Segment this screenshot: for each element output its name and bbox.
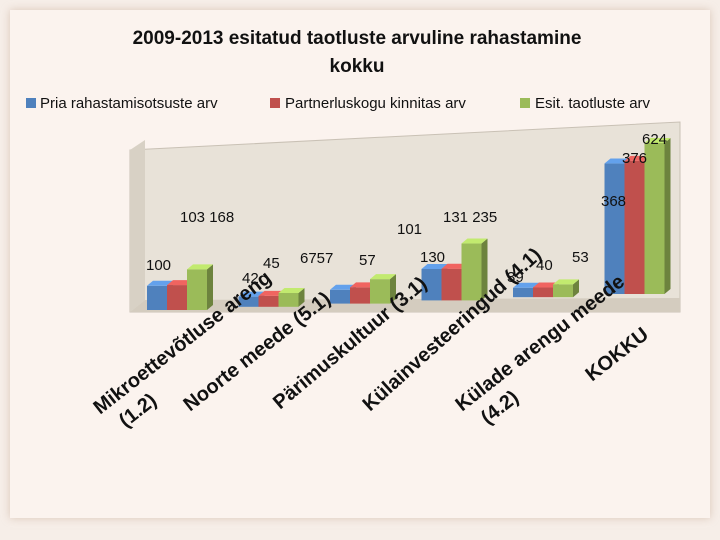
bar-top-1-1	[258, 290, 285, 296]
category-label-kokku: KOKKU	[582, 323, 653, 385]
bar-front-2-2	[370, 279, 390, 304]
bar-front-1-4	[533, 287, 553, 298]
bar-top-0-4	[513, 282, 539, 288]
bar-2-4	[553, 279, 579, 298]
data-labels: 100 103 168 42 45 6757 57 101 131 235 13…	[146, 131, 667, 287]
bar-front-0-1	[238, 296, 259, 307]
data-label-7: 101	[397, 221, 422, 238]
data-label-4: 45	[263, 255, 280, 272]
bar-2-3	[461, 238, 488, 301]
bar-side-2-0	[207, 264, 213, 310]
data-label-11: 40	[536, 257, 553, 274]
data-label-15: 376	[622, 150, 647, 167]
bar-front-1-0	[167, 285, 187, 310]
legend-label-pria: Pria rahastamisotsuste arv	[40, 95, 218, 112]
bar-side-2-4	[573, 279, 579, 298]
legend-label-partnerluskogu: Partnerluskogu kinnitas arv	[285, 95, 466, 112]
bar-top-0-3	[421, 263, 448, 269]
bar-top-2-1	[278, 288, 305, 294]
bar-2-1	[278, 288, 305, 307]
legend-swatch-esitatud	[520, 98, 530, 108]
data-label-9: 130	[420, 249, 445, 266]
data-label-6: 57	[359, 252, 376, 269]
bar-front-2-4	[553, 284, 573, 298]
bar-front-0-4	[513, 287, 533, 298]
chart-title-line-1: 2009-2013 esitatud taotluste arvuline ra…	[133, 28, 582, 49]
data-label-10: 39	[507, 269, 524, 286]
bar-top-1-0	[167, 280, 193, 286]
bar-front-2-5	[644, 142, 665, 294]
data-label-3: 42	[242, 270, 259, 287]
bar-front-0-3	[421, 268, 442, 301]
bar-top-1-2	[350, 282, 376, 288]
bar-front-2-3	[461, 243, 482, 301]
bar-side-2-1	[298, 288, 305, 307]
bar-front-2-0	[187, 269, 207, 310]
bar-top-1-3	[441, 263, 468, 269]
bar-side-2-3	[481, 238, 488, 301]
bar-front-1-3	[441, 268, 462, 301]
bar-top-2-0	[187, 264, 213, 270]
legend-swatch-pria	[26, 98, 36, 108]
bar-top-1-4	[533, 282, 559, 288]
data-label-1: 100	[146, 257, 171, 274]
bar-top-0-5	[604, 158, 631, 164]
bar-front-1-5	[624, 160, 645, 294]
bars-group	[147, 137, 671, 310]
legend-swatch-partnerluskogu	[270, 98, 280, 108]
bar-top-2-4	[553, 279, 579, 285]
bar-2-0	[187, 264, 213, 310]
data-label-5: 6757	[300, 250, 333, 267]
plot-side-wall	[130, 140, 145, 312]
bar-front-2-1	[278, 293, 299, 307]
chart-title-line-2: kokku	[330, 56, 385, 77]
legend: Pria rahastamisotsuste arv Partnerluskog…	[26, 95, 651, 112]
bar-front-0-2	[330, 289, 350, 304]
bar-top-0-1	[238, 291, 265, 297]
bar-2-2	[370, 274, 396, 304]
bar-front-1-2	[350, 287, 370, 304]
data-label-8: 131 235	[443, 209, 497, 226]
bar-top-2-2	[370, 274, 396, 280]
bar-top-0-2	[330, 284, 356, 290]
legend-label-esitatud: Esit. taotluste arv	[535, 95, 651, 112]
bar-side-2-5	[664, 137, 671, 294]
bar-front-1-1	[258, 295, 279, 307]
bar-top-2-3	[461, 238, 488, 244]
bar-top-0-0	[147, 280, 173, 286]
bar-top-2-5	[644, 137, 671, 143]
data-label-2: 103 168	[180, 209, 234, 226]
bar-front-0-0	[147, 285, 167, 310]
bar-2-5	[644, 137, 671, 294]
bar-side-2-2	[390, 274, 396, 304]
data-label-14: 624	[642, 131, 667, 148]
data-label-13: 368	[601, 193, 626, 210]
data-label-12: 53	[572, 249, 589, 266]
bar-front-0-5	[604, 163, 625, 294]
bar-top-1-5	[624, 155, 651, 161]
